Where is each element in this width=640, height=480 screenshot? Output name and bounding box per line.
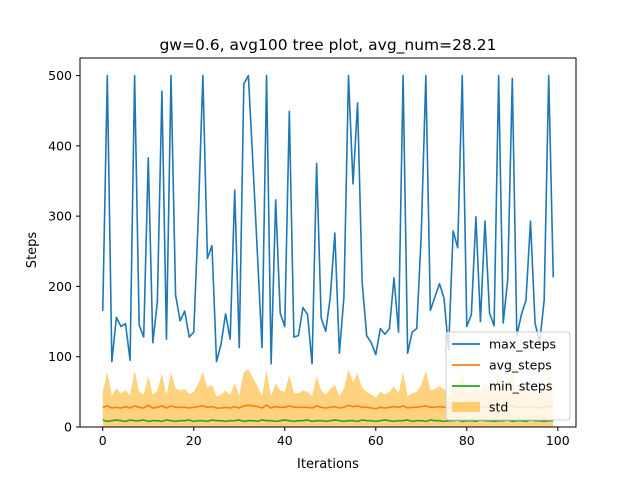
legend-swatch-std (452, 402, 480, 412)
y-tick-label: 400 (48, 138, 72, 153)
legend-label-min-steps: min_steps (489, 379, 552, 394)
chart-title: gw=0.6, avg100 tree plot, avg_num=28.21 (159, 36, 496, 55)
x-tick-label: 60 (368, 433, 384, 448)
y-tick-label: 100 (48, 349, 72, 364)
legend-box (445, 331, 571, 421)
x-axis-title: Iterations (297, 457, 359, 472)
x-tick-label: 100 (546, 433, 570, 448)
legend-label-avg-steps: avg_steps (489, 358, 552, 373)
y-tick-label: 500 (48, 68, 72, 83)
legend-label-max-steps: max_steps (489, 337, 556, 352)
y-tick-label: 0 (64, 420, 72, 435)
series-line-max-steps (101, 74, 555, 365)
series-line-min-steps (102, 419, 554, 423)
x-tick-label: 80 (459, 433, 475, 448)
x-tick-label: 0 (99, 433, 107, 448)
axes-frame (79, 57, 577, 428)
x-tick-label: 20 (186, 433, 202, 448)
plot-area (79, 57, 577, 428)
y-tick-label: 300 (48, 209, 72, 224)
y-tick-label: 200 (48, 279, 72, 294)
legend-label-std: std (489, 400, 508, 415)
y-axis-title: Steps (25, 232, 40, 269)
x-axis-ticks: 0 20 40 60 80 100 (99, 427, 570, 448)
x-tick-label: 40 (277, 433, 293, 448)
series-std-band (102, 369, 554, 427)
y-axis-ticks: 0 100 200 300 400 500 (48, 68, 80, 435)
